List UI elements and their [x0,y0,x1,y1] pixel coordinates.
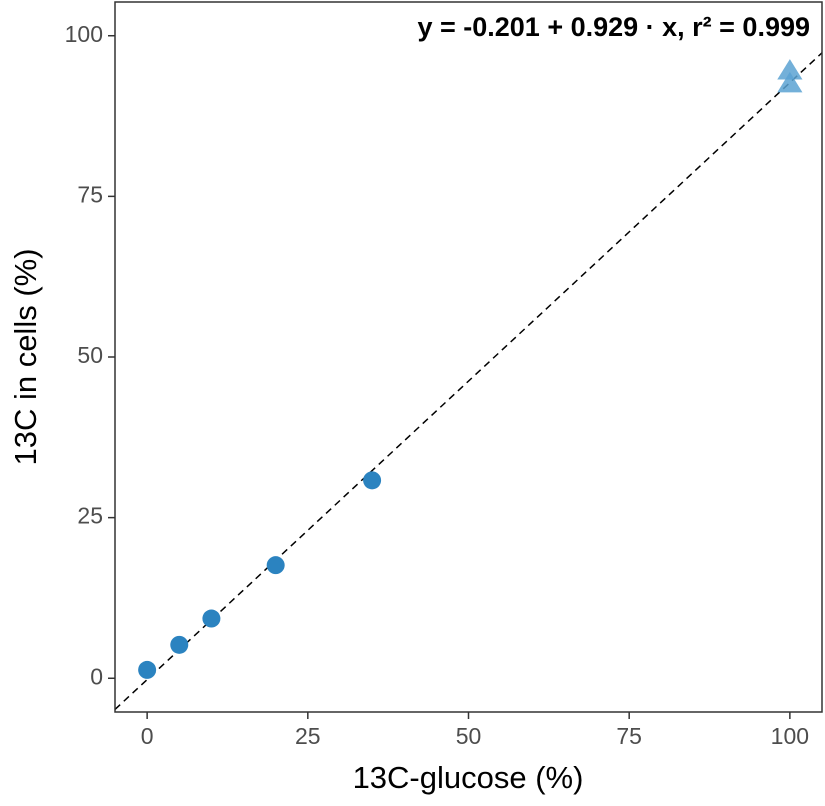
y-tick-label: 100 [65,21,103,47]
x-tick-label: 0 [141,723,154,749]
x-tick-label: 25 [295,723,321,749]
data-point [363,471,382,490]
x-tick-label: 75 [616,723,642,749]
data-point [170,635,189,654]
x-tick-label: 50 [456,723,482,749]
data-point [777,59,803,80]
x-axis-title: 13C-glucose (%) [353,760,584,795]
data-point [777,71,803,93]
data-point [202,609,221,628]
data-point [266,556,285,575]
y-axis-title: 13C in cells (%) [8,248,43,465]
panel-border [114,1,823,713]
y-tick-label: 50 [77,342,103,368]
fit-line [115,52,822,710]
y-tick-label: 75 [77,181,103,207]
data-point [138,660,157,679]
equation-annotation: y = -0.201 + 0.929 · x, r² = 0.999 [417,12,810,42]
y-tick-label: 0 [90,663,103,689]
y-tick-label: 25 [77,503,103,529]
plot-area [115,52,822,710]
x-tick-label: 100 [771,723,809,749]
